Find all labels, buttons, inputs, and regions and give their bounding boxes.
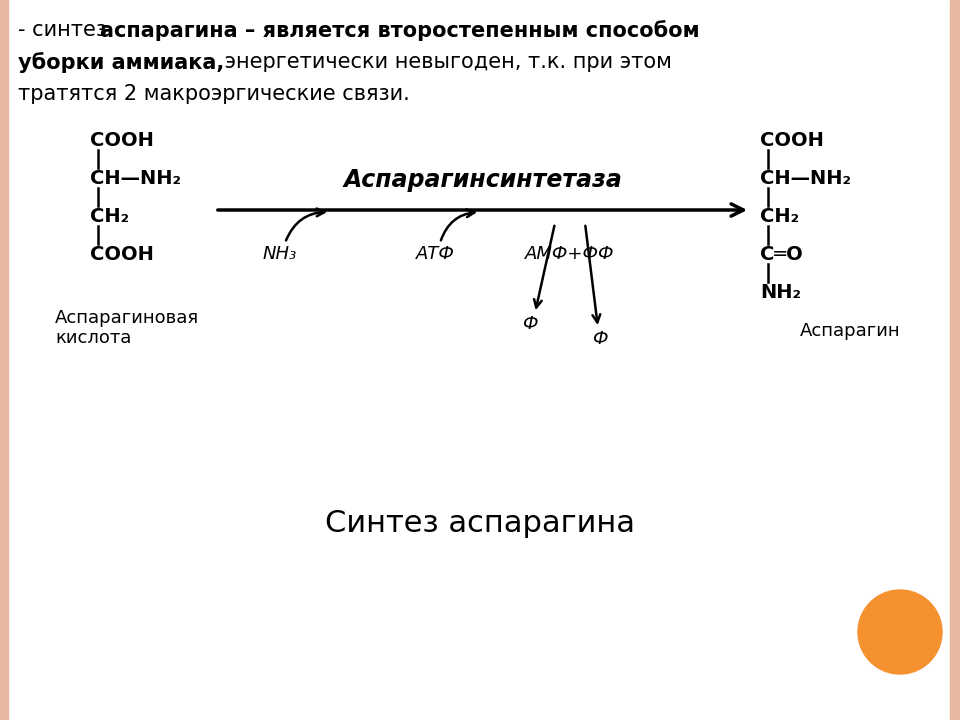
Text: тратятся 2 макроэргические связи.: тратятся 2 макроэргические связи. — [18, 84, 410, 104]
Text: C═O: C═O — [760, 245, 803, 264]
Text: аспарагина – является второстепенным способом: аспарагина – является второстепенным спо… — [100, 20, 700, 41]
Bar — [0, 0, 8, 720]
Text: Аспарагин: Аспарагин — [800, 322, 900, 340]
Text: NH₃: NH₃ — [263, 245, 298, 263]
Text: энергетически невыгоден, т.к. при этом: энергетически невыгоден, т.к. при этом — [218, 52, 672, 72]
Text: АМФ+ФФ: АМФ+ФФ — [525, 245, 614, 263]
Text: Ф: Ф — [592, 330, 608, 348]
Text: АТФ: АТФ — [416, 245, 454, 263]
Text: кислота: кислота — [55, 329, 132, 347]
Text: COOH: COOH — [760, 130, 824, 150]
Text: COOH: COOH — [90, 245, 154, 264]
Text: NH₂: NH₂ — [760, 282, 801, 302]
Text: уборки аммиака,: уборки аммиака, — [18, 52, 225, 73]
Circle shape — [858, 590, 942, 674]
Text: Синтез аспарагина: Синтез аспарагина — [325, 509, 635, 538]
Text: CH—NH₂: CH—NH₂ — [760, 168, 851, 187]
Text: Ф: Ф — [522, 315, 538, 333]
Text: CH₂: CH₂ — [760, 207, 799, 225]
Bar — [950, 0, 960, 720]
Text: CH₂: CH₂ — [90, 207, 130, 225]
Text: - синтез: - синтез — [18, 20, 113, 40]
Text: Аспарагиновая: Аспарагиновая — [55, 309, 199, 327]
Text: CH—NH₂: CH—NH₂ — [90, 168, 181, 187]
Text: COOH: COOH — [90, 130, 154, 150]
Text: Аспарагинсинтетаза: Аспарагинсинтетаза — [343, 168, 622, 192]
